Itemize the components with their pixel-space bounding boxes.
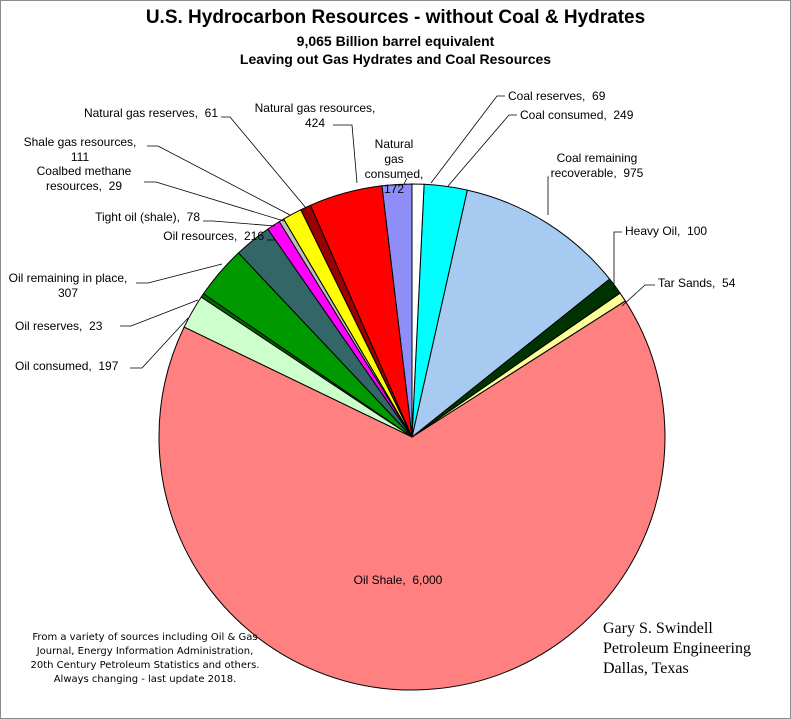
data-label: Natural gas resources, 424 (255, 101, 376, 130)
leader-line (333, 124, 358, 184)
leader-line (621, 284, 655, 307)
leader-line (613, 231, 622, 290)
chart-subtitle: 9,065 Billion barrel equivalent (296, 33, 495, 49)
source-note-line: Always changing - last update 2018. (53, 674, 237, 685)
data-label: Heavy Oil, 100 (625, 224, 707, 238)
data-label: Oil consumed, 197 (15, 359, 119, 373)
data-label: Tar Sands, 54 (658, 276, 736, 290)
data-label: Coal consumed, 249 (520, 108, 634, 122)
chart-subtitle-2: Leaving out Gas Hydrates and Coal Resour… (239, 51, 552, 67)
leader-line (403, 177, 408, 185)
data-label: Shale gas resources, 111 (24, 135, 137, 164)
source-note-line: Journal, Energy Information Administrati… (36, 646, 254, 657)
pie-slice-oil-shale (158, 300, 666, 691)
data-label: Oil remaining in place, 307 (9, 271, 128, 300)
data-label: Tight oil (shale), 78 (95, 210, 200, 224)
leader-line (120, 299, 199, 327)
author-affiliation: Petroleum Engineering (603, 640, 751, 657)
data-label: Natural gas reserves, 61 (84, 106, 218, 120)
data-label: Coal reserves, 69 (508, 89, 606, 103)
data-label: Oil Shale, 6,000 (354, 573, 443, 587)
data-labels: Natural gas consumed, 172 Natural gas resour… (9, 89, 736, 587)
leader-line (144, 181, 285, 222)
data-label: Natural gas consumed, 172 (365, 137, 424, 196)
leader-line (130, 317, 189, 369)
data-label: Oil reserves, 23 (15, 319, 103, 333)
leader-line (147, 145, 291, 216)
leader-line (430, 95, 505, 184)
leader-line (203, 220, 276, 227)
pie-slice-coal-reserves (411, 183, 425, 438)
leader-lines (120, 95, 655, 369)
data-label: Coal remaining recoverable, 975 (551, 151, 644, 180)
data-label: Oil resources, 216 (163, 229, 264, 243)
source-note-line: From a variety of sources including Oil … (32, 632, 258, 643)
source-note: From a variety of sources including Oil … (10, 631, 280, 687)
pie-slice-coal-remaining-recoverable (411, 189, 611, 438)
source-note-line: 20th Century Petroleum Statistics and ot… (30, 660, 260, 671)
pie-slices (158, 183, 666, 691)
data-label: Coalbed methane resources, 29 (37, 164, 132, 193)
author-location: Dallas, Texas (603, 660, 689, 677)
author-name: Gary S. Swindell (603, 620, 713, 637)
leader-line (136, 263, 223, 284)
author-credit: Gary S. Swindell Petroleum Engineering D… (603, 619, 751, 679)
chart-title: U.S. Hydrocarbon Resources - without Coa… (145, 7, 646, 28)
leader-line (221, 116, 307, 209)
leader-line (447, 114, 517, 187)
leader-line (547, 176, 549, 215)
